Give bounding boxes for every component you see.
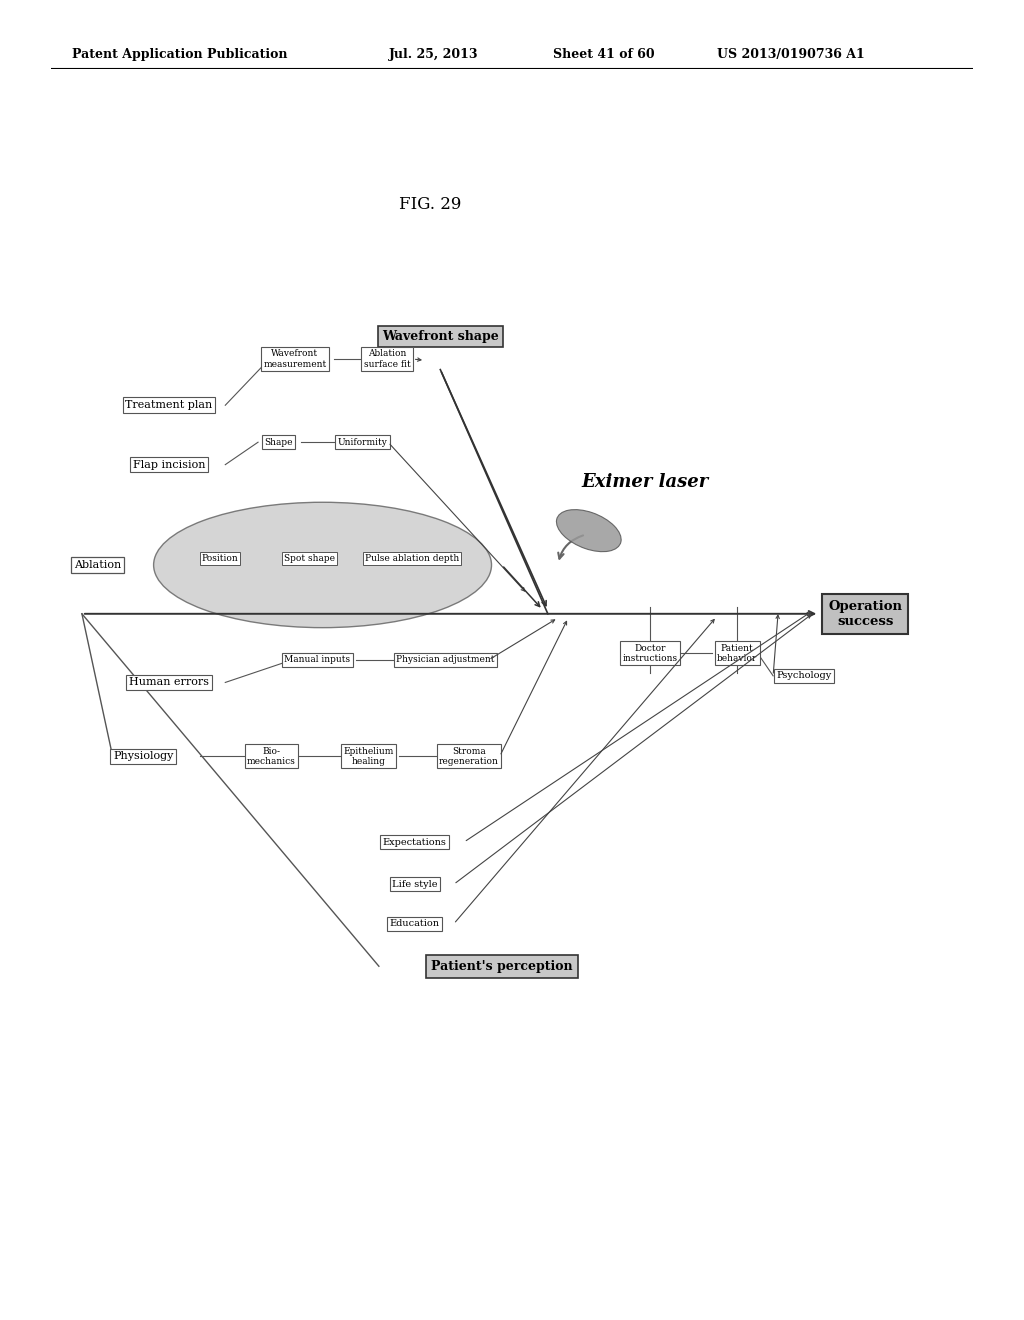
Ellipse shape (556, 510, 622, 552)
Text: Epithelium
healing: Epithelium healing (343, 747, 394, 766)
Text: Stroma
regeneration: Stroma regeneration (439, 747, 499, 766)
Text: Position: Position (202, 554, 239, 562)
Text: Patient
behavior: Patient behavior (717, 644, 758, 663)
Text: Patent Application Publication: Patent Application Publication (72, 48, 287, 61)
Text: Doctor
instructions: Doctor instructions (623, 644, 678, 663)
Text: Sheet 41 of 60: Sheet 41 of 60 (553, 48, 654, 61)
Text: US 2013/0190736 A1: US 2013/0190736 A1 (717, 48, 864, 61)
Text: Education: Education (390, 920, 439, 928)
Text: Pulse ablation depth: Pulse ablation depth (365, 554, 459, 562)
Text: Psychology: Psychology (776, 672, 831, 680)
Text: Physician adjustment: Physician adjustment (396, 656, 495, 664)
Text: Human errors: Human errors (129, 677, 209, 688)
Text: Wavefront
measurement: Wavefront measurement (263, 350, 327, 368)
Text: Bio-
mechanics: Bio- mechanics (247, 747, 296, 766)
Text: Physiology: Physiology (114, 751, 173, 762)
Text: Shape: Shape (264, 438, 293, 446)
Text: Spot shape: Spot shape (284, 554, 335, 562)
Text: Eximer laser: Eximer laser (582, 473, 709, 491)
Text: Wavefront shape: Wavefront shape (382, 330, 499, 343)
Text: Ablation: Ablation (74, 560, 121, 570)
Text: Patient's perception: Patient's perception (431, 960, 572, 973)
Text: Flap incision: Flap incision (133, 459, 205, 470)
Ellipse shape (154, 502, 492, 628)
Text: Jul. 25, 2013: Jul. 25, 2013 (389, 48, 478, 61)
Text: Ablation
surface fit: Ablation surface fit (364, 350, 411, 368)
Text: Uniformity: Uniformity (338, 438, 387, 446)
Text: Manual inputs: Manual inputs (285, 656, 350, 664)
Text: FIG. 29: FIG. 29 (399, 197, 461, 213)
Text: Operation
success: Operation success (828, 599, 902, 628)
Text: Treatment plan: Treatment plan (125, 400, 213, 411)
Text: Expectations: Expectations (383, 838, 446, 846)
Text: Life style: Life style (392, 880, 437, 888)
